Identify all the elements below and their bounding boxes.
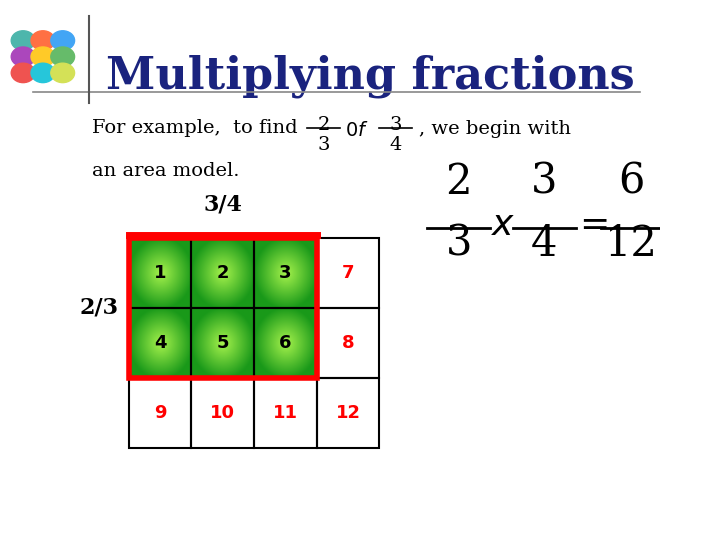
Bar xyxy=(254,378,317,448)
Circle shape xyxy=(51,63,75,83)
Bar xyxy=(317,238,379,308)
Text: 2: 2 xyxy=(446,160,472,202)
Text: 12: 12 xyxy=(605,222,658,265)
Text: 6: 6 xyxy=(279,334,292,352)
Text: 12: 12 xyxy=(336,404,361,422)
Bar xyxy=(317,308,379,378)
Text: 2: 2 xyxy=(318,116,330,134)
Circle shape xyxy=(51,31,75,50)
Text: 4: 4 xyxy=(154,334,166,352)
Circle shape xyxy=(31,63,55,83)
Text: 10: 10 xyxy=(210,404,235,422)
Text: an area model.: an area model. xyxy=(92,162,240,180)
Circle shape xyxy=(31,31,55,50)
Text: 2/3: 2/3 xyxy=(79,297,119,319)
Bar xyxy=(192,308,254,378)
Bar xyxy=(254,238,317,308)
Circle shape xyxy=(31,47,55,66)
Bar xyxy=(192,378,254,448)
Circle shape xyxy=(12,63,35,83)
Text: 1: 1 xyxy=(154,264,166,282)
Circle shape xyxy=(12,47,35,66)
Text: 8: 8 xyxy=(342,334,354,352)
Text: 4: 4 xyxy=(531,222,558,265)
Text: 7: 7 xyxy=(342,264,354,282)
Text: Multiplying fractions: Multiplying fractions xyxy=(106,54,634,98)
Text: 3: 3 xyxy=(531,160,558,202)
Text: 11: 11 xyxy=(273,404,298,422)
Text: $0f$: $0f$ xyxy=(345,122,369,140)
Bar xyxy=(254,308,317,378)
Bar xyxy=(317,378,379,448)
Text: 9: 9 xyxy=(154,404,166,422)
Text: 3/4: 3/4 xyxy=(203,194,242,216)
Bar xyxy=(192,238,254,308)
Text: 2: 2 xyxy=(217,264,229,282)
Circle shape xyxy=(12,31,35,50)
Bar xyxy=(254,378,317,448)
Bar xyxy=(129,378,192,448)
Text: =: = xyxy=(579,208,609,242)
Text: $x$: $x$ xyxy=(491,208,516,242)
Circle shape xyxy=(51,47,75,66)
Bar xyxy=(317,308,379,378)
Text: 3: 3 xyxy=(390,116,402,134)
Bar xyxy=(129,378,192,448)
Bar xyxy=(129,308,192,378)
Text: 6: 6 xyxy=(618,160,645,202)
Text: 4: 4 xyxy=(390,136,402,154)
Bar xyxy=(129,238,192,308)
Bar xyxy=(129,238,317,378)
Bar xyxy=(317,238,379,308)
Text: 3: 3 xyxy=(279,264,292,282)
Text: 3: 3 xyxy=(317,136,330,154)
Text: For example,  to find: For example, to find xyxy=(92,119,298,137)
Bar xyxy=(192,378,254,448)
Bar xyxy=(317,378,379,448)
Text: , we begin with: , we begin with xyxy=(419,120,571,138)
Text: 5: 5 xyxy=(217,334,229,352)
Text: 3: 3 xyxy=(446,222,472,265)
